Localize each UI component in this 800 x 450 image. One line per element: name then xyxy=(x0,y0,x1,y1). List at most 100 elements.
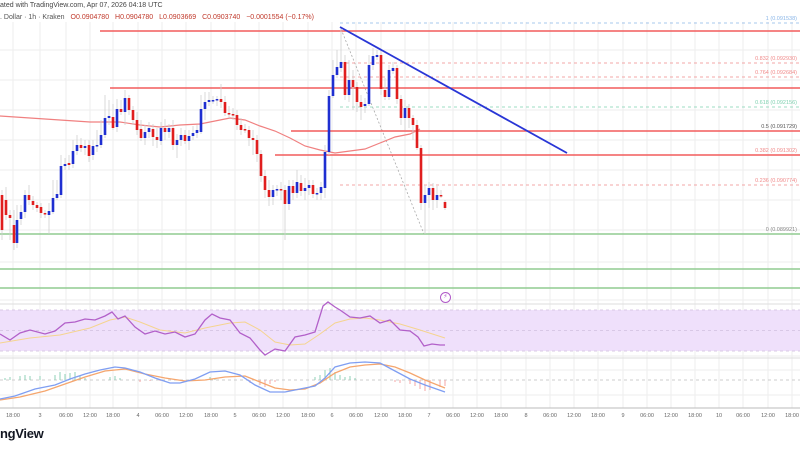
bullish-candle xyxy=(83,146,87,148)
time-tick-label: 10 xyxy=(716,413,722,419)
bearish-candle xyxy=(219,99,223,102)
time-tick-label: 06:00 xyxy=(543,413,557,419)
time-axis[interactable]: 18:00 3 06:00 12:00 18:00 4 06:00 12:00 18:00 5 06… xyxy=(6,413,799,419)
bearish-candle xyxy=(407,108,411,118)
bearish-candle xyxy=(4,200,8,215)
bearish-candle xyxy=(243,129,247,131)
change-value: −0.0001554 (−0.17%) xyxy=(246,14,314,21)
bullish-candle xyxy=(167,128,171,132)
time-tick-label: 12:00 xyxy=(276,413,290,419)
bullish-candle xyxy=(323,152,327,188)
support-resistance-lines[interactable] xyxy=(0,30,800,289)
bullish-candle xyxy=(15,220,19,243)
bullish-candle xyxy=(143,132,147,138)
bearish-candle xyxy=(139,129,143,138)
bearish-candle xyxy=(279,189,283,191)
bullish-candle xyxy=(23,195,27,212)
fib-level-label: 0.236 (0.090774) xyxy=(755,178,797,184)
bearish-candle xyxy=(67,163,71,165)
time-tick-label: 12:00 xyxy=(761,413,775,419)
rsi-line xyxy=(0,301,445,356)
bearish-candle xyxy=(35,205,39,208)
time-tick-label: 06:00 xyxy=(252,413,266,419)
bullish-candle xyxy=(295,182,299,193)
time-tick-label: 18:00 xyxy=(398,413,412,419)
candlesticks xyxy=(0,27,447,250)
time-tick-label: 18:00 xyxy=(204,413,218,419)
bearish-candle xyxy=(343,62,347,95)
bullish-candle xyxy=(403,108,407,118)
bearish-candle xyxy=(355,87,359,102)
ma-curve xyxy=(0,115,421,154)
bullish-candle xyxy=(307,185,311,188)
open-value: O0.0904780 xyxy=(70,14,110,21)
bearish-candle xyxy=(39,207,43,213)
bearish-candle xyxy=(223,102,227,113)
time-tick-label: 18:00 xyxy=(785,413,799,419)
bullish-candle xyxy=(115,109,119,127)
bearish-candle xyxy=(247,130,251,138)
bearish-candle xyxy=(395,68,399,99)
bullish-candle xyxy=(331,75,335,96)
bearish-candle xyxy=(27,195,31,200)
symbol-ohlc-bar: . Dollar · 1h · Kraken O0.0904780 H0.090… xyxy=(0,14,314,21)
bullish-candle xyxy=(51,198,55,212)
bearish-candle xyxy=(163,128,167,132)
bearish-candle xyxy=(231,114,235,116)
bullish-candle xyxy=(271,190,275,197)
bullish-candle xyxy=(199,109,203,132)
bearish-trend-line[interactable] xyxy=(339,26,568,154)
bullish-candle xyxy=(99,135,103,145)
bullish-candle xyxy=(435,195,439,200)
bearish-candle xyxy=(235,115,239,125)
bearish-candle xyxy=(431,188,435,200)
bullish-candle xyxy=(71,151,75,164)
lightning-indicator-icon[interactable]: ⚡︎ xyxy=(440,292,451,303)
bullish-candle xyxy=(179,135,183,140)
bullish-candle xyxy=(423,195,427,203)
bullish-candle xyxy=(375,55,379,57)
time-tick-label: 06:00 xyxy=(155,413,169,419)
bullish-candle xyxy=(391,68,395,71)
bullish-candle xyxy=(215,99,219,101)
fib-level-label: 0.382 (0.091302) xyxy=(755,148,797,154)
symbol-label: . Dollar · 1h · Kraken xyxy=(0,14,65,21)
bearish-candle xyxy=(127,98,131,110)
rsi-ma-line xyxy=(0,316,446,346)
bullish-candle xyxy=(427,188,431,195)
fib-level-label: 0 (0.089921) xyxy=(766,227,797,233)
bearish-candle xyxy=(43,213,47,215)
time-tick-label: 18:00 xyxy=(591,413,605,419)
bullish-candle xyxy=(315,193,319,195)
bullish-candle xyxy=(159,128,163,141)
rsi-panel[interactable] xyxy=(0,301,800,356)
bearish-candle xyxy=(135,120,139,130)
fib-level-label: 0.832 (0.092930) xyxy=(755,56,797,62)
bullish-candle xyxy=(339,62,343,68)
bullish-candle xyxy=(327,96,331,152)
bullish-candle xyxy=(191,133,195,136)
macd-panel[interactable] xyxy=(0,361,800,401)
bullish-candle xyxy=(207,100,211,102)
time-tick-label: 12:00 xyxy=(374,413,388,419)
bullish-candle xyxy=(91,146,95,155)
time-tick-label: 12:00 xyxy=(664,413,678,419)
bearish-candle xyxy=(239,125,243,130)
fib-level-label: 0.764 (0.092684) xyxy=(755,70,797,76)
bearish-candle xyxy=(8,215,12,218)
bullish-candle xyxy=(47,211,51,215)
bullish-candle xyxy=(95,145,99,147)
bearish-candle xyxy=(79,145,83,148)
time-tick-label: 06:00 xyxy=(446,413,460,419)
bullish-candle xyxy=(147,128,151,132)
bearish-candle xyxy=(111,117,115,128)
bearish-candle xyxy=(171,128,175,145)
time-tick-label: 06:00 xyxy=(640,413,654,419)
bearish-candle xyxy=(131,110,135,120)
bullish-candle xyxy=(187,136,191,141)
time-tick-label: 6 xyxy=(330,413,333,419)
bullish-candle xyxy=(371,56,375,65)
bearish-candle xyxy=(251,138,255,140)
bearish-candle xyxy=(419,148,423,203)
